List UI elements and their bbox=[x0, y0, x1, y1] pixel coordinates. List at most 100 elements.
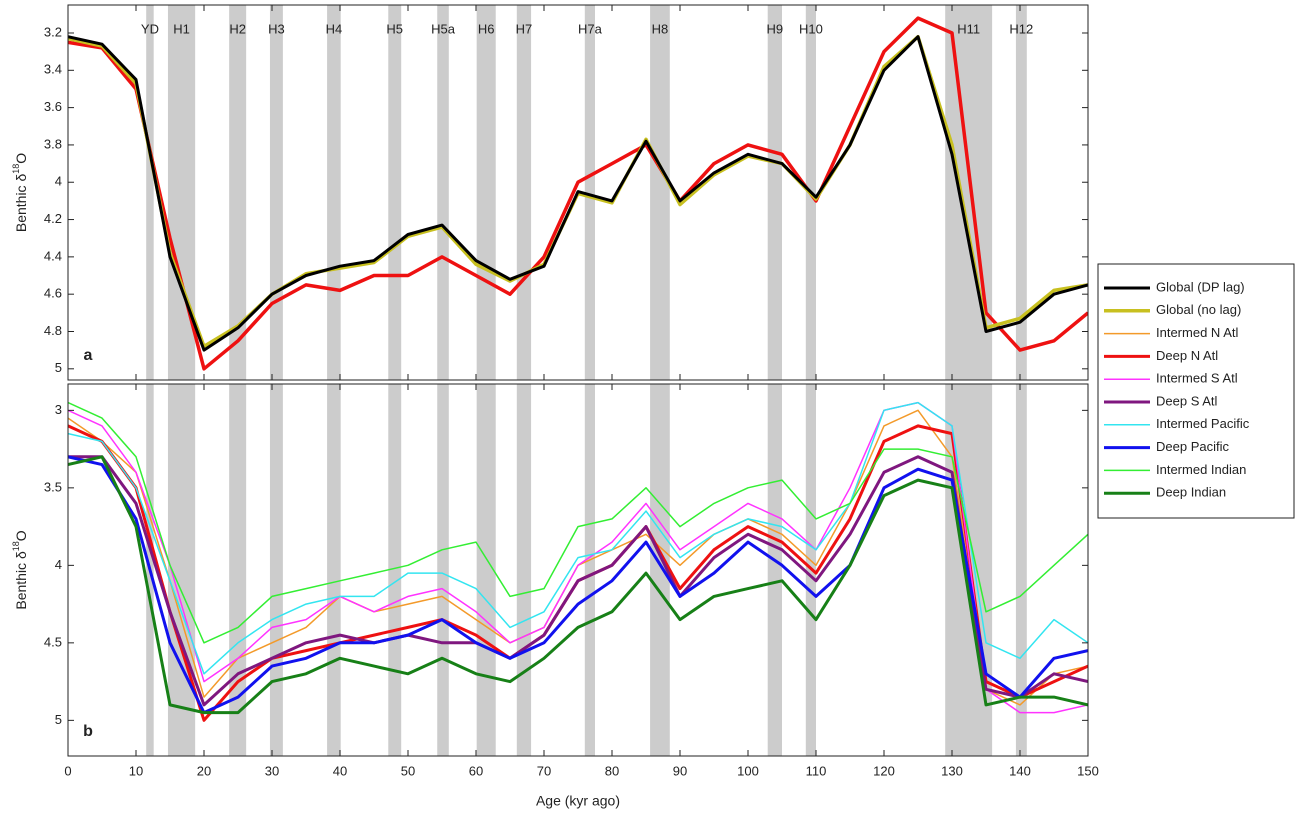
event-band bbox=[650, 5, 670, 380]
x-tick-label: 100 bbox=[737, 763, 759, 778]
x-tick-label: 150 bbox=[1077, 763, 1099, 778]
event-label: H9 bbox=[767, 21, 784, 36]
series-line bbox=[68, 424, 1088, 722]
event-band bbox=[229, 5, 247, 380]
event-label: H1 bbox=[173, 21, 190, 36]
y-tick-label: 3.2 bbox=[44, 24, 62, 39]
y-label-text: Benthic δ bbox=[13, 174, 29, 233]
legend-label: Intermed N Atl bbox=[1156, 325, 1238, 340]
legend-label: Intermed Indian bbox=[1156, 462, 1246, 477]
event-label: YD bbox=[141, 21, 159, 36]
event-label: H6 bbox=[478, 21, 495, 36]
event-band bbox=[1015, 5, 1027, 380]
x-tick-label: 80 bbox=[605, 763, 619, 778]
event-band bbox=[650, 384, 670, 756]
legend-label: Global (DP lag) bbox=[1156, 279, 1245, 294]
legend-box bbox=[1097, 263, 1295, 519]
series-line bbox=[68, 16, 1088, 371]
event-band bbox=[146, 5, 154, 380]
y-label-sup: 18 bbox=[11, 541, 21, 551]
y-tick-label: 3 bbox=[55, 402, 62, 417]
event-band bbox=[327, 384, 341, 756]
event-label: H3 bbox=[268, 21, 285, 36]
event-band bbox=[476, 5, 496, 380]
series-line bbox=[68, 455, 1088, 707]
x-tick-label: 20 bbox=[197, 763, 211, 778]
event-band bbox=[476, 384, 496, 756]
y-tick-label: 4.4 bbox=[44, 248, 62, 263]
x-tick-label: 130 bbox=[941, 763, 963, 778]
series-line bbox=[68, 401, 1088, 675]
event-label: H2 bbox=[229, 21, 246, 36]
panel-label: a bbox=[84, 347, 93, 364]
y-tick-label: 4 bbox=[55, 557, 62, 572]
event-band bbox=[388, 5, 402, 380]
event-band bbox=[584, 384, 595, 756]
event-label: H11 bbox=[957, 21, 980, 36]
event-band bbox=[269, 5, 283, 380]
y-tick-label: 4.8 bbox=[44, 323, 62, 338]
y-tick-label: 4.6 bbox=[44, 286, 62, 301]
x-tick-label: 30 bbox=[265, 763, 279, 778]
y-tick-label: 4.5 bbox=[44, 634, 62, 649]
legend: Global (DP lag) Global (no lag) Intermed N… bbox=[1104, 279, 1250, 500]
event-band bbox=[584, 5, 595, 380]
plot-frame bbox=[67, 383, 1089, 757]
y-tick-label: 3.5 bbox=[44, 479, 62, 494]
event-band bbox=[767, 5, 782, 380]
event-label: H8 bbox=[652, 21, 669, 36]
event-band bbox=[516, 384, 532, 756]
legend-label: Global (no lag) bbox=[1156, 302, 1241, 317]
event-band bbox=[1015, 384, 1027, 756]
event-label: H7a bbox=[578, 21, 603, 36]
y-label-sup: 18 bbox=[11, 164, 21, 174]
y-tick-label: 4.2 bbox=[44, 211, 62, 226]
event-band bbox=[388, 384, 402, 756]
y-label-after: O bbox=[13, 153, 29, 164]
y-tick-label: 3.6 bbox=[44, 99, 62, 114]
x-tick-label: 50 bbox=[401, 763, 415, 778]
event-label: H5a bbox=[431, 21, 456, 36]
x-tick-label: 60 bbox=[469, 763, 483, 778]
event-label: H7 bbox=[516, 21, 533, 36]
plot bbox=[68, 5, 1088, 380]
event-band bbox=[327, 5, 341, 380]
legend-label: Intermed Pacific bbox=[1156, 416, 1250, 431]
series-line bbox=[68, 35, 1088, 352]
x-tick-label: 10 bbox=[129, 763, 143, 778]
x-tick-label: 90 bbox=[673, 763, 687, 778]
event-band bbox=[437, 5, 449, 380]
event-label: H12 bbox=[1009, 21, 1033, 36]
plot bbox=[68, 384, 1088, 756]
legend-label: Deep N Atl bbox=[1156, 348, 1218, 363]
y-tick-label: 5 bbox=[55, 360, 62, 375]
event-label: H4 bbox=[326, 21, 343, 36]
event-label: H10 bbox=[799, 21, 823, 36]
legend-label: Deep S Atl bbox=[1156, 393, 1218, 408]
event-band bbox=[269, 384, 283, 756]
y-axis-label: Benthic δ18O bbox=[11, 153, 28, 232]
y-tick-label: 3.4 bbox=[44, 62, 62, 77]
y-axis-label: Benthic δ18O bbox=[11, 530, 28, 609]
x-tick-label: 40 bbox=[333, 763, 347, 778]
x-axis-label: Age (kyr ago) bbox=[536, 793, 620, 809]
y-label-text: Benthic δ bbox=[13, 551, 29, 610]
x-tick-label: 120 bbox=[873, 763, 895, 778]
x-tick-label: 140 bbox=[1009, 763, 1031, 778]
y-tick-label: 3.8 bbox=[44, 136, 62, 151]
x-tick-label: 0 bbox=[64, 763, 71, 778]
panel-label: b bbox=[83, 723, 93, 740]
x-tick-label: 70 bbox=[537, 763, 551, 778]
series-line bbox=[68, 455, 1088, 715]
legend-label: Deep Pacific bbox=[1156, 439, 1229, 454]
series-line bbox=[68, 455, 1088, 715]
event-label: H5 bbox=[386, 21, 403, 36]
event-band bbox=[767, 384, 782, 756]
y-tick-label: 4 bbox=[55, 174, 62, 189]
x-tick-label: 110 bbox=[806, 763, 827, 778]
event-band bbox=[516, 5, 532, 380]
event-band bbox=[437, 384, 449, 756]
legend-label: Deep Indian bbox=[1156, 485, 1226, 500]
plot-frame bbox=[67, 4, 1089, 381]
